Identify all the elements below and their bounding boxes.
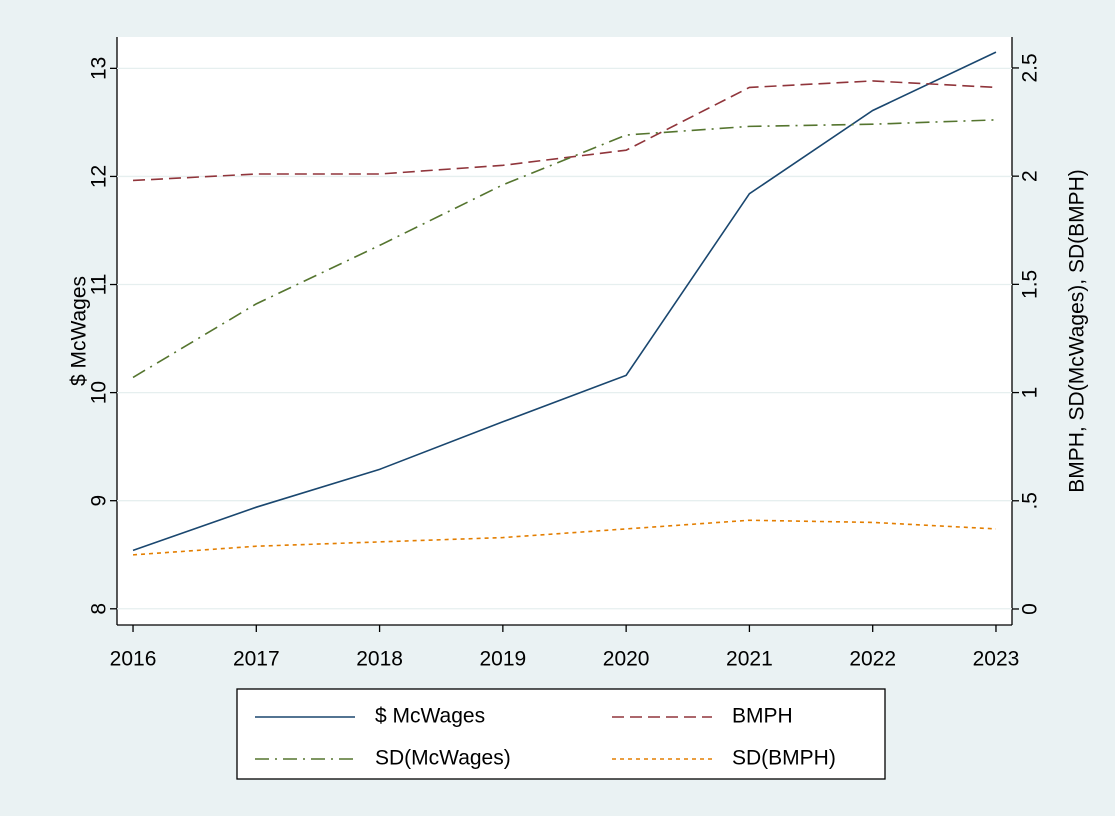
y-tick-label: 11 (88, 274, 111, 296)
y2-tick-label: 1 (1019, 387, 1042, 399)
y-axis-label: $ McWages (68, 276, 91, 386)
legend-label: SD(McWages) (375, 747, 511, 770)
y2-tick-label: 0 (1019, 603, 1042, 615)
y-tick-label: 9 (88, 495, 111, 507)
y2-tick-label: 2 (1019, 170, 1042, 182)
x-tick-label: 2020 (603, 648, 650, 671)
x-tick-label: 2019 (480, 648, 527, 671)
x-tick-label: 2016 (110, 648, 157, 671)
legend-box (236, 688, 886, 780)
legend-label: $ McWages (375, 705, 485, 728)
x-tick-label: 2017 (233, 648, 280, 671)
legend-label: SD(BMPH) (732, 747, 836, 770)
y2-tick-label: 1.5 (1019, 270, 1042, 299)
x-tick-label: 2023 (973, 648, 1020, 671)
y-tick-label: 13 (88, 57, 111, 80)
series-line (132, 519, 997, 556)
y-tick-label: 12 (88, 165, 111, 188)
y2-tick-label: .5 (1019, 492, 1042, 510)
y-tick-label: 8 (88, 603, 111, 615)
y2-axis-label: BMPH, SD(McWages), SD(BMPH) (1066, 169, 1089, 493)
series-line (132, 80, 997, 182)
plot-area (117, 37, 1012, 625)
x-tick-label: 2022 (849, 648, 896, 671)
series-line (132, 119, 997, 379)
legend-label: BMPH (732, 705, 793, 728)
y2-tick-label: 2.5 (1019, 53, 1042, 82)
y-tick-label: 10 (88, 381, 111, 404)
x-tick-label: 2018 (356, 648, 403, 671)
x-tick-label: 2021 (726, 648, 773, 671)
